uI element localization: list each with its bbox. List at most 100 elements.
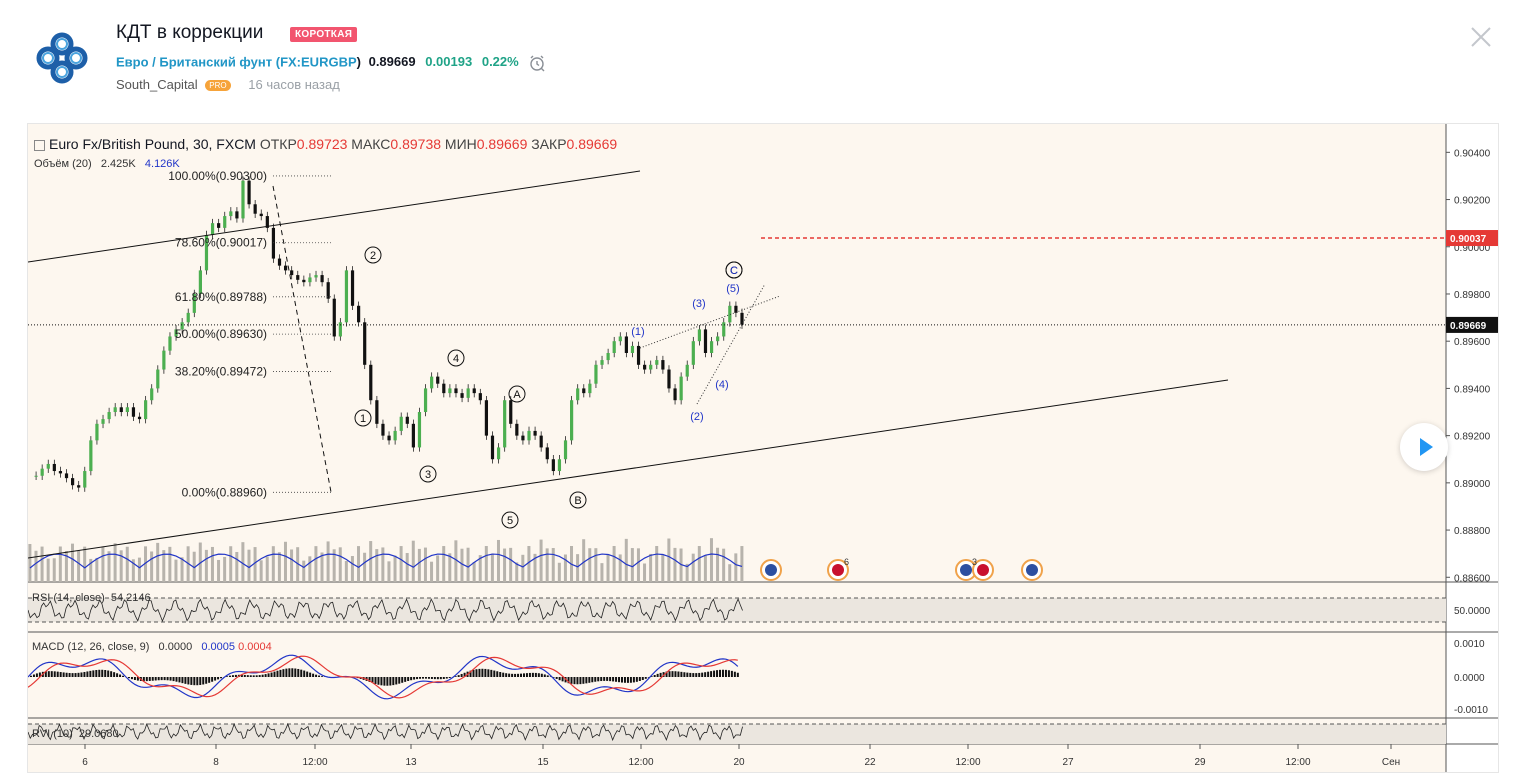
volume-bar <box>229 546 233 582</box>
candle-body <box>131 407 136 417</box>
volume-bar <box>430 561 434 582</box>
volume-bar <box>131 559 135 582</box>
candle-body <box>350 270 355 306</box>
volume-bar <box>636 548 640 582</box>
event-badge-count: 3 <box>972 557 977 567</box>
symbol-ticker-link[interactable]: FX:EURGBP <box>280 54 357 70</box>
pro-badge: PRO <box>205 80 231 92</box>
candle-body <box>703 329 708 353</box>
alert-clock-icon[interactable] <box>528 54 546 72</box>
macd-line <box>28 654 739 700</box>
candle-body <box>119 407 123 413</box>
candle-body <box>454 388 458 394</box>
wave-label-circle <box>569 491 587 509</box>
rsi-legend: RSI (14, close) 54.2146 <box>32 592 151 604</box>
candle-body <box>697 329 702 342</box>
candle-body <box>430 376 434 389</box>
legend-low-label: МИН <box>444 136 477 152</box>
south-capital-logo[interactable] <box>30 26 94 90</box>
volume-bar <box>618 554 622 582</box>
volume-bar <box>478 555 482 582</box>
volume-bar <box>332 549 336 582</box>
candle-body <box>655 360 659 365</box>
volume-bar <box>210 546 214 582</box>
wave-label: (1) <box>631 326 644 338</box>
volume-bar <box>691 553 695 582</box>
macd-signal-line <box>28 655 738 699</box>
volume-bar <box>125 546 129 582</box>
candle-body <box>314 275 318 278</box>
candle-body <box>296 275 300 280</box>
volume-bar <box>673 547 677 582</box>
rsi-tick-label: 50.0000 <box>1454 606 1491 617</box>
volume-bar <box>338 547 342 582</box>
candle-body <box>691 341 695 365</box>
candle-body <box>582 388 586 394</box>
candle-body <box>649 364 653 370</box>
candle-body <box>144 400 148 420</box>
candle-body <box>77 485 81 488</box>
candle-body <box>174 329 178 337</box>
price-tick-label: 0.88800 <box>1454 526 1491 537</box>
volume-bar <box>417 548 421 582</box>
candle-body <box>283 265 288 271</box>
volume-bar <box>685 563 689 582</box>
volume-bar <box>369 541 373 582</box>
event-flag-icon <box>765 564 777 576</box>
wave-label-circle <box>447 349 465 367</box>
volume-bar <box>551 548 555 582</box>
volume-bar <box>582 539 586 582</box>
price-tick-label: 0.90400 <box>1454 148 1491 159</box>
volume-bar <box>52 558 56 582</box>
price-tick-label: 0.89400 <box>1454 384 1491 395</box>
symbol-ticker-close: ) <box>356 54 361 70</box>
author-link[interactable]: South_Capital <box>116 77 198 92</box>
volume-bar <box>326 541 330 582</box>
target-price-tag-bg <box>1446 230 1498 247</box>
channel-upper-line <box>28 170 641 263</box>
target-price-tag: 0.90037 <box>1450 234 1487 245</box>
volume-bar <box>375 549 379 582</box>
candle-body <box>716 336 720 342</box>
rsi-value: 54.2146 <box>110 592 151 604</box>
volume-bar <box>515 562 519 582</box>
rvi-legend: RVI (10) 29.0680 <box>32 728 119 740</box>
volume-bar <box>600 563 604 582</box>
close-icon[interactable] <box>1468 24 1494 50</box>
volume-bar <box>156 542 160 582</box>
volume-legend: Объём (20) 2.425K 4.126K <box>34 158 180 170</box>
legend-collapse-icon[interactable] <box>34 139 45 151</box>
wave-label: A <box>513 389 521 401</box>
candle-body <box>667 369 671 389</box>
candle-body <box>527 430 531 441</box>
candle-body <box>673 388 677 401</box>
wave-label: (5) <box>726 283 739 295</box>
ohlc-legend: Euro Fx/British Pound, 30, FXCM ОТКР0.89… <box>34 136 617 152</box>
candle-body <box>101 419 105 424</box>
candle-body <box>162 350 166 370</box>
event-flag-icon <box>977 564 989 576</box>
candle-body <box>308 277 312 283</box>
fib-level-label: 38.20%(0.89472) <box>175 364 267 378</box>
candle-body <box>217 223 221 228</box>
candle-body <box>624 336 628 353</box>
event-flag-icon <box>1026 564 1038 576</box>
fib-diagonal-line <box>272 185 332 493</box>
channel-lower-line <box>28 379 1229 559</box>
macd-value-hist: 0.0000 <box>158 641 193 653</box>
volume-bar <box>265 556 269 582</box>
symbol-name-link[interactable]: Евро / Британский фунт <box>116 54 273 70</box>
candle-body <box>740 312 744 325</box>
chart-snapshot[interactable]: 0.90400 0.90200 0.90000 0.89800 0.89600 0.894… <box>27 123 1499 773</box>
play-button[interactable] <box>1400 423 1448 471</box>
candle-body <box>399 416 403 431</box>
wave-label: 5 <box>507 515 513 527</box>
volume-bar <box>563 554 567 582</box>
macd-value-signal: 0.0004 <box>238 641 272 653</box>
publish-time: 16 часов назад <box>248 77 340 92</box>
volume-bar <box>387 561 391 582</box>
volume-bar <box>740 546 744 582</box>
volume-bar <box>576 554 580 582</box>
volume-bar <box>703 555 707 582</box>
volume-bar <box>381 547 385 582</box>
